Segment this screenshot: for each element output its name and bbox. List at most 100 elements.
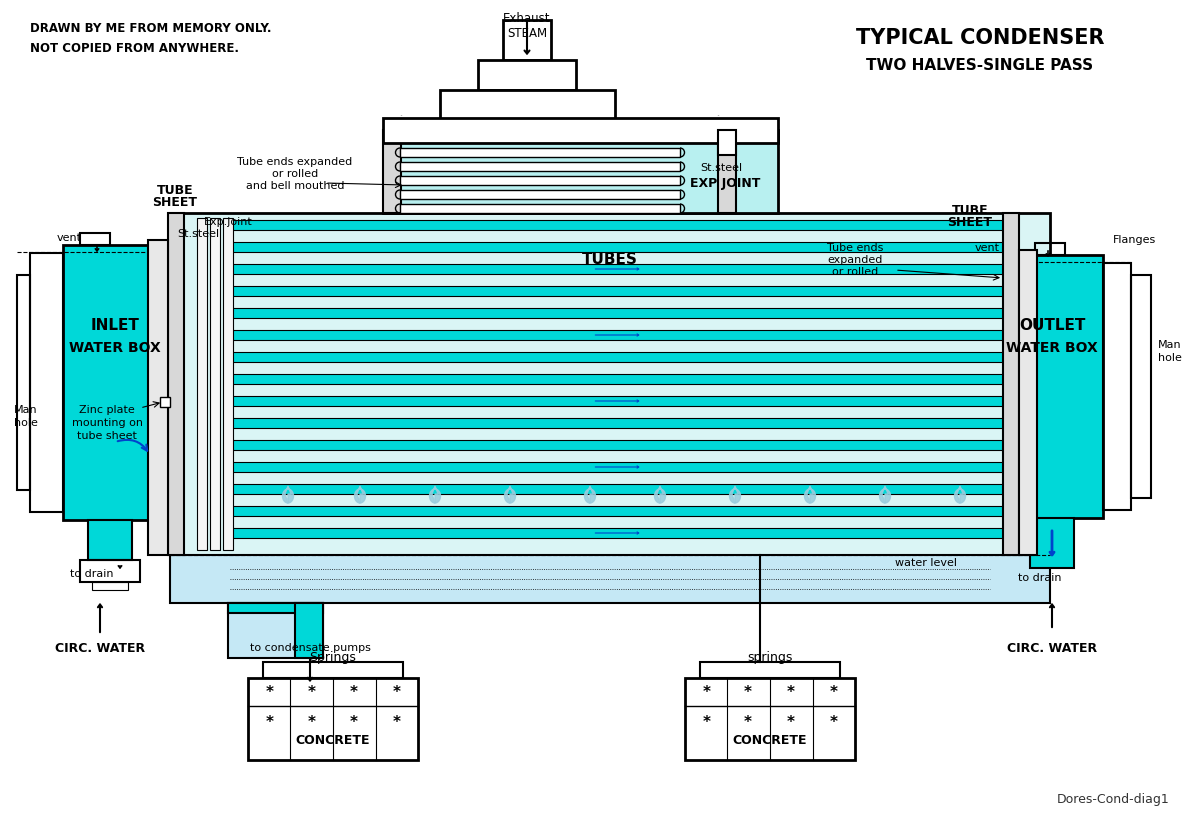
Bar	[700, 662, 840, 678]
Bar	[30, 253, 64, 512]
Text: vent: vent	[58, 233, 82, 243]
Bar	[232, 462, 1003, 472]
Bar	[1030, 518, 1074, 568]
Polygon shape	[430, 486, 440, 503]
Bar	[718, 140, 736, 213]
Bar	[80, 233, 110, 245]
Bar	[1019, 250, 1037, 555]
Bar	[400, 176, 680, 185]
Text: NOT COPIED FROM ANYWHERE.: NOT COPIED FROM ANYWHERE.	[30, 42, 239, 55]
Bar	[232, 484, 1003, 494]
Text: *: *	[703, 685, 710, 699]
Bar	[383, 130, 778, 142]
Bar	[232, 264, 1003, 274]
Text: or rolled: or rolled	[272, 169, 318, 179]
Text: *: *	[350, 714, 358, 730]
Text: CIRC. WATER: CIRC. WATER	[55, 641, 145, 654]
Bar	[1003, 213, 1019, 555]
Text: *: *	[308, 714, 316, 730]
Bar	[232, 330, 1003, 340]
Text: TUBES: TUBES	[582, 252, 638, 268]
Text: TWO HALVES-SINGLE PASS: TWO HALVES-SINGLE PASS	[866, 58, 1093, 73]
Text: Tube ends: Tube ends	[827, 243, 883, 253]
Text: TUBE: TUBE	[157, 183, 193, 197]
Bar	[1132, 275, 1151, 498]
Text: OUTLET: OUTLET	[1019, 318, 1085, 333]
Bar	[503, 20, 551, 60]
Bar	[232, 242, 1003, 252]
Text: hole: hole	[1158, 353, 1182, 363]
Text: tube sheet: tube sheet	[77, 431, 137, 441]
Text: CIRC. WATER: CIRC. WATER	[1007, 641, 1097, 654]
Bar	[1003, 255, 1103, 518]
Polygon shape	[880, 486, 890, 503]
Text: CONCRETE: CONCRETE	[733, 734, 808, 746]
Bar	[232, 528, 1003, 538]
Polygon shape	[954, 486, 966, 503]
Bar	[17, 275, 30, 490]
Text: WATER BOX: WATER BOX	[70, 341, 161, 355]
Bar	[64, 245, 168, 520]
Bar	[232, 352, 1003, 362]
Bar	[400, 204, 680, 213]
Text: Man: Man	[1158, 340, 1182, 350]
Text: *: *	[350, 685, 358, 699]
Text: Dores-Cond-diag1: Dores-Cond-diag1	[1057, 794, 1170, 807]
Bar	[228, 603, 323, 613]
Bar	[400, 148, 680, 157]
Bar	[210, 218, 220, 550]
Polygon shape	[504, 486, 516, 503]
Text: *: *	[703, 714, 710, 730]
Bar	[400, 162, 680, 171]
Text: vent: vent	[974, 243, 1000, 253]
Polygon shape	[804, 486, 816, 503]
Polygon shape	[654, 486, 666, 503]
Bar	[232, 374, 1003, 384]
Text: Springs: Springs	[310, 651, 356, 664]
Text: *: *	[394, 685, 401, 699]
Bar	[232, 396, 1003, 406]
Text: WATER BOX: WATER BOX	[1006, 341, 1098, 355]
Bar	[295, 603, 323, 658]
Bar	[718, 130, 736, 155]
Text: or rolled: or rolled	[832, 267, 878, 277]
Text: to drain: to drain	[1019, 573, 1062, 583]
Bar	[383, 130, 718, 213]
Bar	[383, 118, 778, 143]
Bar	[263, 662, 403, 678]
Text: EXP JOINT: EXP JOINT	[690, 178, 761, 191]
Bar	[170, 555, 1050, 603]
Text: SHEET: SHEET	[152, 196, 198, 209]
Text: Exhaust: Exhaust	[503, 12, 551, 25]
Bar	[223, 218, 233, 550]
Text: mounting on: mounting on	[72, 418, 143, 428]
Text: St.steel: St.steel	[176, 229, 220, 239]
Text: Tube ends expanded: Tube ends expanded	[238, 157, 353, 167]
Bar	[88, 520, 132, 560]
Polygon shape	[354, 486, 366, 503]
Text: expanded: expanded	[827, 255, 883, 265]
Bar	[232, 308, 1003, 318]
Text: *: *	[266, 714, 274, 730]
Bar	[440, 90, 616, 130]
Bar	[1103, 263, 1132, 510]
Text: *: *	[394, 714, 401, 730]
Text: TUBE: TUBE	[952, 203, 989, 216]
Text: STEAM: STEAM	[506, 27, 547, 40]
Bar	[400, 190, 680, 199]
Text: *: *	[830, 685, 838, 699]
Text: *: *	[787, 714, 796, 730]
Text: *: *	[744, 714, 752, 730]
Text: Flanges: Flanges	[1114, 235, 1157, 245]
Polygon shape	[584, 486, 595, 503]
Text: Exp.joint: Exp.joint	[204, 217, 252, 227]
Bar	[232, 440, 1003, 450]
Bar	[232, 418, 1003, 428]
Text: hole: hole	[14, 418, 38, 428]
Bar	[80, 560, 140, 582]
Text: Man: Man	[14, 405, 38, 415]
Bar	[232, 506, 1003, 516]
Bar	[718, 130, 778, 213]
Text: to condensate pumps: to condensate pumps	[250, 643, 371, 653]
Bar	[168, 213, 184, 555]
